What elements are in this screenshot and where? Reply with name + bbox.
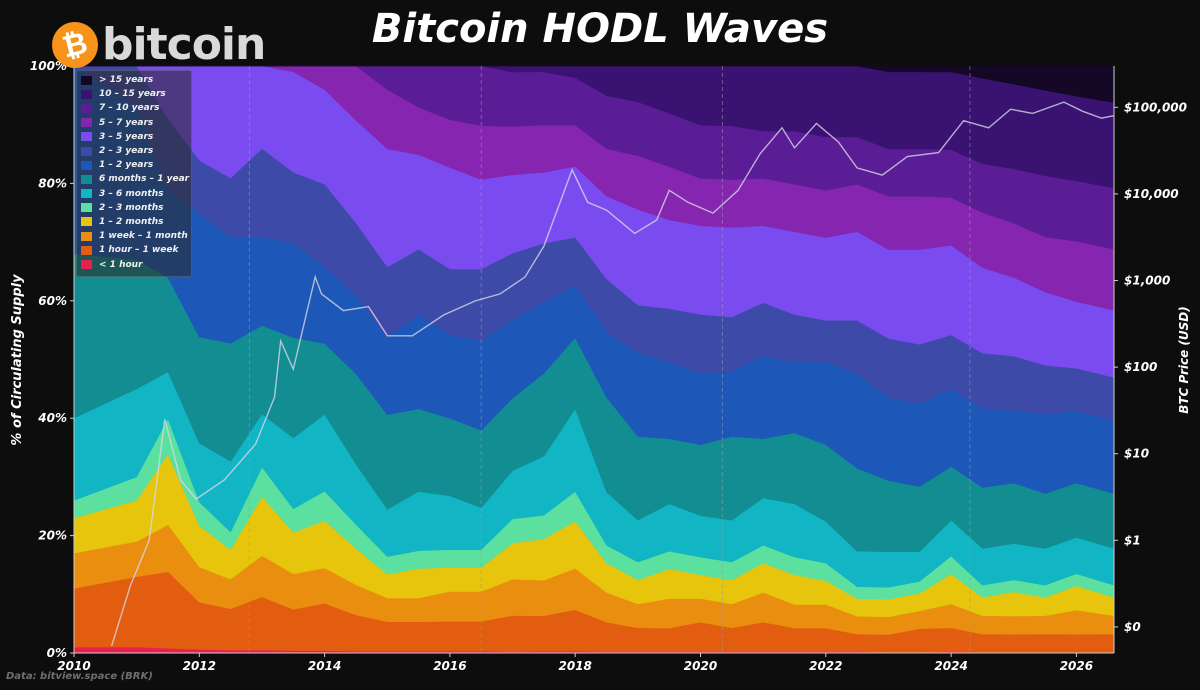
y-tick-label: 60% [38, 294, 67, 308]
y-tick-label: 100% [30, 59, 67, 73]
price-layer [110, 101, 1115, 647]
legend-swatch [81, 189, 92, 199]
legend-label: 1 – 2 months [99, 216, 164, 227]
legend-swatch [81, 132, 92, 142]
stacked-areas [73, 65, 1115, 654]
y2-tick-label: $1 [1124, 533, 1141, 547]
legend-swatch [81, 260, 92, 270]
data-source-note: Data: bitview.space (BRK) [6, 671, 153, 682]
legend-label: 7 – 10 years [99, 103, 160, 114]
x-tick-label: 2016 [433, 659, 466, 673]
y-tick-label: 80% [38, 176, 67, 190]
legend-item-3-6-months: 3 – 6 months [81, 187, 187, 201]
legend-item-2-3-years: 2 – 3 years [81, 144, 187, 158]
legend-item-1-hour-1-week: 1 hour – 1 week [81, 243, 187, 257]
legend-item-3-5-years: 3 – 5 years [81, 130, 187, 144]
legend-item-2-3-months: 2 – 3 months [81, 201, 187, 215]
x-tick-label: 2020 [684, 659, 717, 673]
y2-tick-label: $100,000 [1124, 100, 1187, 114]
legend-label: 3 – 5 years [99, 131, 154, 142]
legend-swatch [81, 75, 92, 85]
y2-tick-label: $1,000 [1124, 274, 1170, 288]
legend-item-6-months-1-year: 6 months – 1 year [81, 172, 190, 186]
legend-swatch [81, 231, 92, 241]
y-tick-label: 0% [47, 646, 67, 660]
legend-item-15-years: > 15 years [81, 73, 187, 87]
legend-label: 1 – 2 years [99, 160, 154, 171]
legend-swatch [81, 146, 92, 156]
legend-label: 2 – 3 months [99, 202, 164, 213]
legend-label: 1 hour – 1 week [99, 245, 179, 256]
legend-label: 1 week – 1 month [99, 231, 188, 242]
legend-item-1-week-1-month: 1 week – 1 month [81, 229, 188, 243]
axes: 0% 20% 40% 60% 80% 100% $0 $1 $10 $100 $1,000 $10,0… [10, 59, 1191, 673]
btc-price-line [110, 101, 1115, 647]
legend-item-1-hour: < 1 hour [81, 257, 187, 271]
chart-legend: > 15 years 10 – 15 years 7 – 10 years 5 – 7… [76, 70, 192, 277]
legend-swatch [81, 118, 92, 128]
x-tick-label: 2026 [1060, 659, 1093, 673]
x-tick-label: 2014 [308, 659, 341, 673]
y2-tick-label: $100 [1124, 360, 1157, 374]
legend-swatch [81, 245, 92, 255]
x-tick-label: 2022 [809, 659, 842, 673]
legend-label: 5 – 7 years [99, 117, 154, 128]
y2-tick-label: $0 [1124, 620, 1141, 634]
y-tick-label: 40% [37, 411, 67, 425]
legend-swatch [81, 89, 92, 99]
chart-title: Bitcoin HODL Waves [371, 6, 829, 52]
legend-item-5-7-years: 5 – 7 years [81, 116, 187, 130]
legend-label: < 1 hour [99, 259, 143, 270]
x-tick-label: 2012 [183, 659, 216, 673]
legend-label: > 15 years [99, 75, 154, 86]
legend-swatch [81, 217, 92, 227]
bitcoin-logo: ₿ bitcoin [47, 17, 266, 73]
legend-label: 6 months – 1 year [99, 174, 190, 185]
y-tick-label: 20% [38, 529, 67, 543]
legend-label: 2 – 3 years [99, 146, 154, 157]
legend-label: 3 – 6 months [99, 188, 164, 199]
y2-axis-label: BTC Price (USD) [1177, 306, 1191, 414]
x-tick-label: 2010 [57, 659, 90, 673]
legend-item-1-2-years: 1 – 2 years [81, 158, 187, 172]
y2-tick-label: $10 [1124, 447, 1149, 461]
legend-swatch [81, 103, 92, 113]
legend-label: 10 – 15 years [99, 89, 166, 100]
y2-tick-label: $10,000 [1124, 187, 1179, 201]
legend-item-10-15-years: 10 – 15 years [81, 87, 187, 101]
legend-item-1-2-months: 1 – 2 months [81, 215, 187, 229]
bitcoin-wordmark: bitcoin [102, 19, 266, 70]
legend-item-7-10-years: 7 – 10 years [81, 101, 187, 115]
legend-swatch [81, 203, 92, 213]
legend-swatch [81, 174, 92, 184]
legend-swatch [81, 160, 92, 170]
x-tick-label: 2018 [559, 659, 592, 673]
y-axis-label: % of Circulating Supply [10, 274, 25, 446]
x-tick-label: 2024 [934, 659, 967, 673]
